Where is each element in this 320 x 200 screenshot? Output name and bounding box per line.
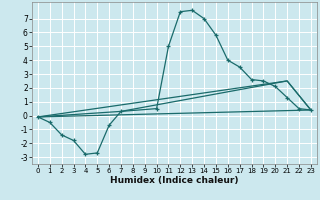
X-axis label: Humidex (Indice chaleur): Humidex (Indice chaleur) xyxy=(110,176,239,185)
